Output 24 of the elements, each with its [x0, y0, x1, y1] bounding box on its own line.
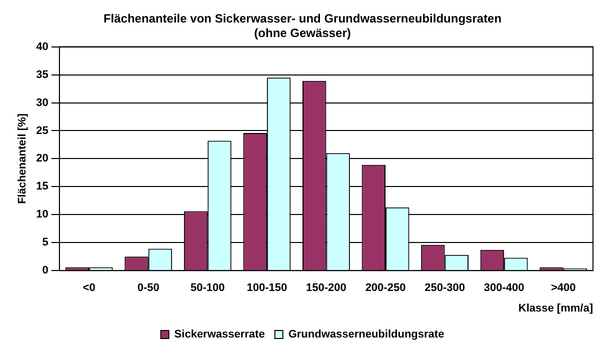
- x-tick-label: 100-150: [246, 282, 288, 294]
- x-axis-title: Klasse [mm/a]: [518, 302, 594, 314]
- y-axis-title: Flächenanteil [%]: [16, 113, 29, 204]
- x-tick-label: <0: [82, 282, 96, 294]
- x-tick-label: 200-250: [365, 282, 406, 294]
- text: Flächenanteile von Sickerwasser- und Grundwasserneubildungsraten: [103, 12, 502, 26]
- x-tick-label: 300-400: [484, 282, 524, 294]
- x-tick-label: 0-50: [137, 282, 160, 294]
- x-tick-label: 250-300: [424, 282, 465, 294]
- x-tick-label: >400: [550, 282, 576, 294]
- y-tick-label: 40: [36, 40, 48, 53]
- y-tick-label: 10: [36, 208, 48, 221]
- x-tick-label: 50-100: [190, 282, 225, 294]
- legend-label: Grundwasserneubildungsrate: [288, 328, 444, 341]
- text: (ohne Gewässer): [254, 26, 351, 40]
- y-tick-label: 20: [36, 152, 48, 165]
- legend-label: Sickerwasserrate: [174, 328, 265, 341]
- y-tick-label: 25: [36, 124, 48, 137]
- y-tick-label: 30: [36, 96, 48, 109]
- x-tick-label: 150-200: [306, 282, 346, 294]
- y-tick-label: 15: [36, 180, 48, 193]
- y-tick-label: 0: [42, 264, 48, 277]
- y-tick-label: 35: [36, 68, 48, 81]
- y-tick-label: 5: [42, 236, 48, 249]
